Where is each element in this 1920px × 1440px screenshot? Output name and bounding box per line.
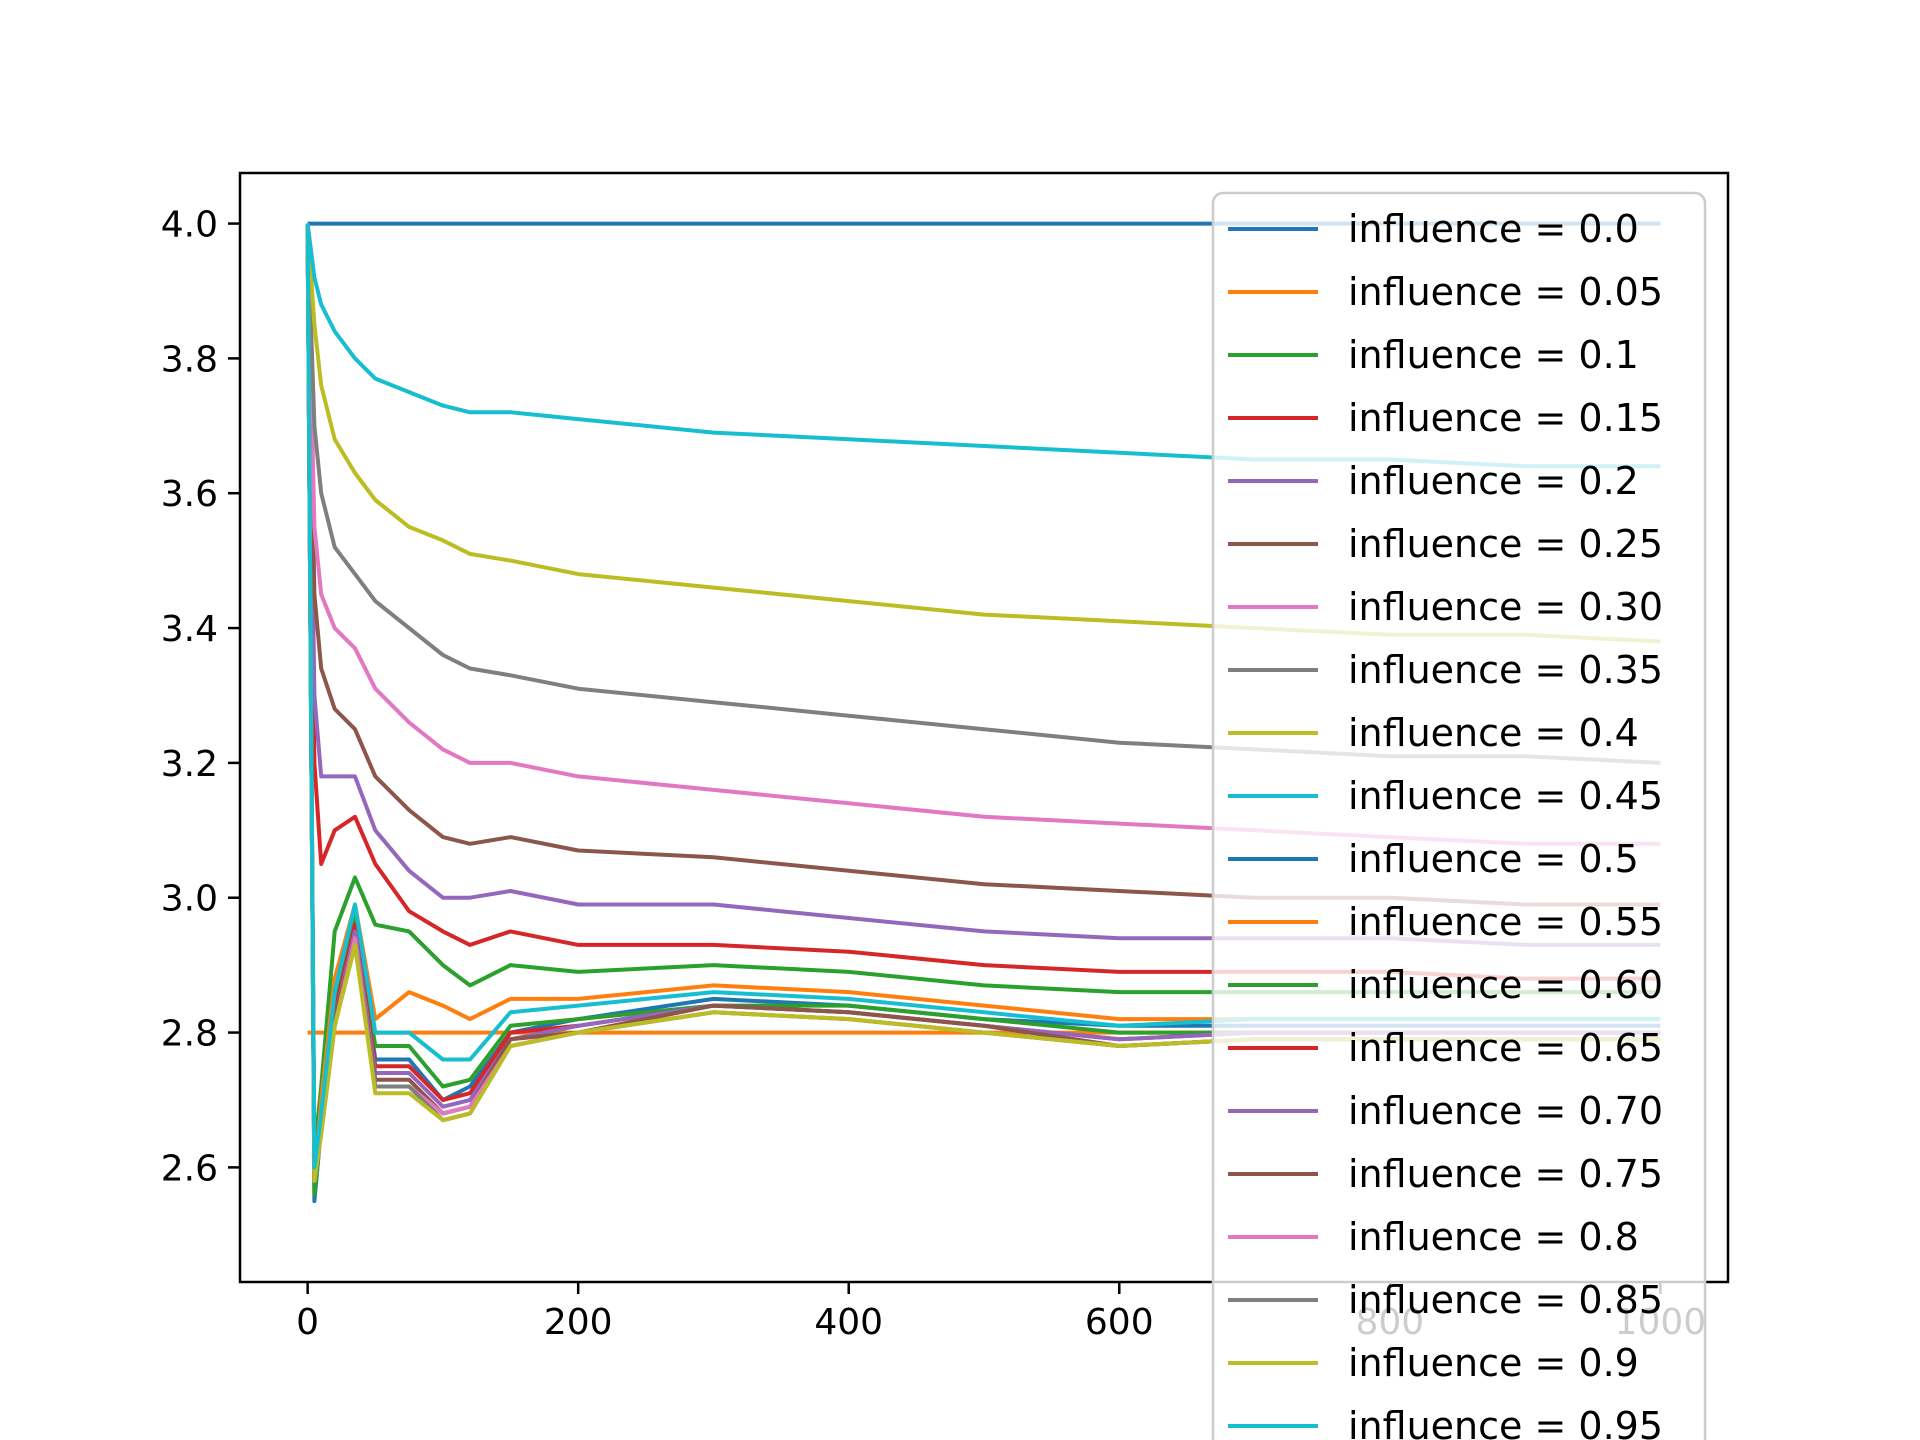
legend-label: influence = 0.0 (1348, 207, 1639, 251)
legend-label: influence = 0.05 (1348, 270, 1663, 314)
legend: influence = 0.0 influence = 0.05 influence… (1211, 191, 1707, 1440)
legend-label: influence = 0.45 (1348, 774, 1663, 818)
legend-label: influence = 0.60 (1348, 963, 1663, 1007)
legend-label: influence = 0.85 (1348, 1278, 1663, 1322)
y-tick-label: 3.4 (161, 609, 218, 650)
legend-frame (1211, 191, 1707, 1440)
x-tick-label: 200 (544, 1302, 613, 1343)
y-tick-label: 2.8 (161, 1014, 218, 1055)
y-tick-label: 4.0 (161, 205, 218, 246)
legend-label: influence = 0.8 (1348, 1215, 1639, 1259)
x-tick-label: 0 (296, 1302, 319, 1343)
legend-label: influence = 0.1 (1348, 333, 1639, 377)
legend-label: influence = 0.35 (1348, 648, 1663, 692)
y-tick-label: 2.6 (161, 1148, 218, 1189)
legend-label: influence = 0.25 (1348, 522, 1663, 566)
axes-frame (238, 171, 1730, 1284)
legend-label: influence = 0.4 (1348, 711, 1639, 755)
legend-label: influence = 0.65 (1348, 1026, 1663, 1070)
legend-label: influence = 0.95 (1348, 1404, 1663, 1440)
legend-label: influence = 0.55 (1348, 900, 1663, 944)
y-axis: 2.6 2.8 3.0 3.2 3.4 3.6 3.8 4.0 (161, 205, 240, 1189)
legend-label: influence = 0.2 (1348, 459, 1639, 503)
y-tick-label: 3.0 (161, 879, 218, 920)
legend-label: influence = 0.9 (1348, 1341, 1639, 1385)
legend-label: influence = 0.5 (1348, 837, 1639, 881)
legend-label: influence = 0.15 (1348, 396, 1663, 440)
legend-label: influence = 0.70 (1348, 1089, 1663, 1133)
x-tick-label: 400 (814, 1302, 883, 1343)
x-tick-label: 600 (1085, 1302, 1154, 1343)
legend-label: influence = 0.30 (1348, 585, 1663, 629)
legend-items: influence = 0.0 influence = 0.05 influence… (1228, 207, 1663, 1440)
y-tick-label: 3.2 (161, 744, 218, 785)
y-tick-label: 3.8 (161, 339, 218, 380)
y-tick-label: 3.6 (161, 474, 218, 515)
legend-label: influence = 0.75 (1348, 1152, 1663, 1196)
